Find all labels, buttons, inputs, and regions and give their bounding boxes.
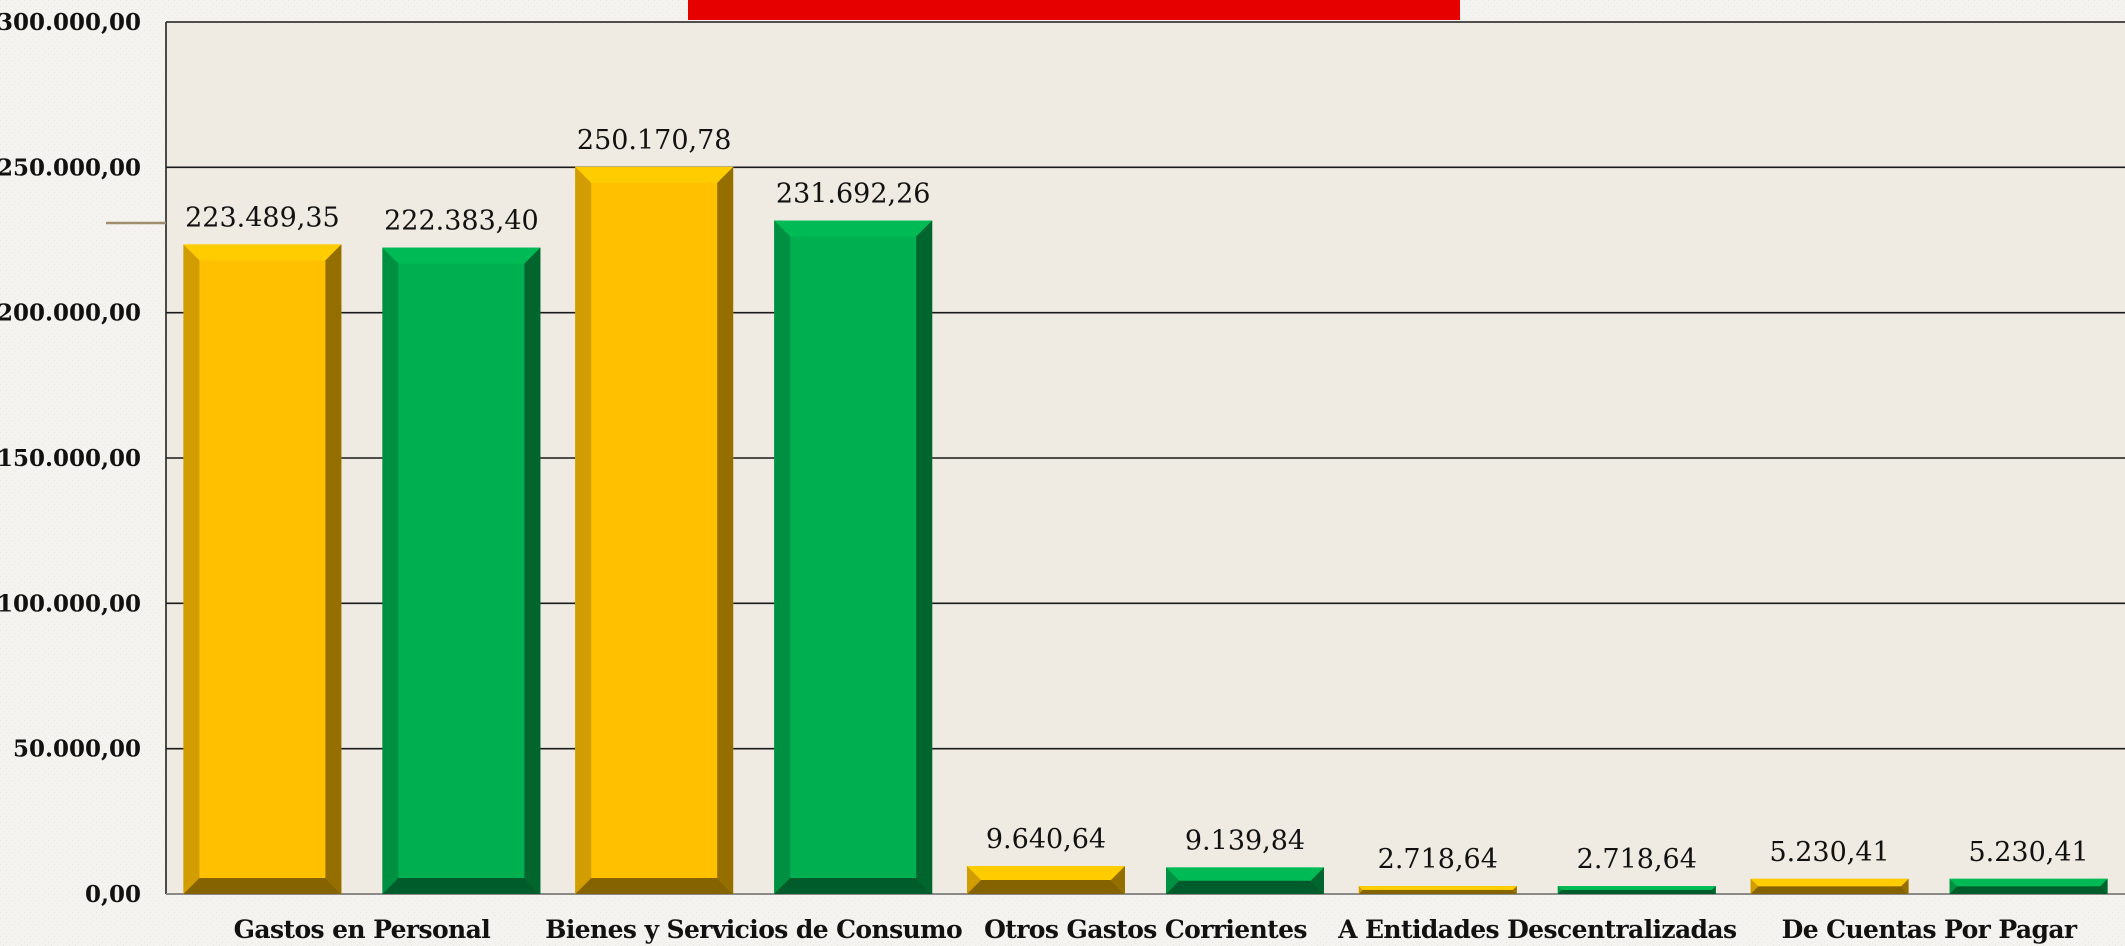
data-label: 250.170,78 [577, 125, 732, 156]
data-label: 2.718,64 [1378, 844, 1498, 875]
bar-bevel-right [717, 166, 734, 895]
y-tick-label: 50.000,00 [13, 736, 141, 763]
title-bar-fragment [688, 0, 1460, 20]
bar-bevel-left [1949, 878, 1958, 894]
bar-bevel-bottom [1166, 880, 1324, 894]
bar-bevel-left [382, 247, 399, 894]
bar-bevel-left [575, 166, 592, 895]
data-label: 223.489,35 [185, 202, 340, 233]
data-label: 9.640,64 [986, 824, 1106, 855]
bar-bevel-top [967, 865, 1125, 880]
bar [382, 247, 541, 894]
bar-bevel-top [1949, 878, 2108, 887]
bar-bevel-bottom [774, 878, 933, 894]
bar-bevel-bottom [1557, 890, 1716, 894]
bar-bevel-bottom [1358, 890, 1517, 894]
x-tick-label: Otros Gastos Corrientes [984, 915, 1307, 944]
bar-bevel-left [1166, 867, 1180, 894]
data-label: 222.383,40 [384, 206, 539, 237]
bar-bevel-right [1711, 886, 1716, 894]
bar-bevel-top [1166, 867, 1324, 881]
y-tick-label: 0,00 [85, 881, 141, 908]
bar-bevel-right [1310, 867, 1324, 894]
bar-bevel-right [524, 247, 541, 894]
x-tick-label: Gastos en Personal [234, 915, 491, 944]
bar-bevel-top [575, 166, 734, 183]
bar-bevel-left [967, 865, 982, 894]
bar-bevel-top [183, 244, 342, 261]
data-label: 5.230,41 [1769, 837, 1889, 868]
bar-bevel-right [1512, 886, 1517, 894]
data-label: 5.230,41 [1968, 837, 2088, 868]
y-tick-label: 300.000,00 [0, 9, 141, 36]
bar-bevel-right [1110, 865, 1125, 894]
bar-bevel-left [1557, 886, 1562, 894]
bar-bevel-top [382, 247, 541, 264]
bar [575, 166, 734, 895]
y-tick-label: 200.000,00 [0, 300, 141, 327]
bar-bevel-right [2099, 878, 2108, 894]
bar-bevel-right [916, 220, 933, 894]
bar-bevel-bottom [1949, 886, 2108, 894]
x-tick-label: Bienes y Servicios de Consumo [545, 915, 962, 944]
bar-bevel-left [183, 244, 200, 894]
bar-bevel-left [1750, 878, 1759, 894]
y-tick-label: 150.000,00 [0, 445, 141, 472]
bar-bevel-bottom [967, 879, 1125, 894]
data-label: 231.692,26 [776, 179, 931, 210]
bar-bevel-top [1358, 886, 1517, 891]
bar-bevel-top [774, 220, 933, 237]
x-tick-label: De Cuentas Por Pagar [1782, 915, 2078, 944]
bar-bevel-left [774, 220, 791, 894]
bar [183, 244, 342, 894]
bar-bevel-bottom [382, 878, 541, 894]
data-label: 9.139,84 [1185, 825, 1305, 856]
x-tick-label: A Entidades Descentralizadas [1337, 915, 1737, 944]
bar-bevel-right [325, 244, 342, 894]
bar-bevel-right [1900, 878, 1909, 894]
y-tick-label: 100.000,00 [0, 590, 141, 617]
bar-bevel-bottom [1750, 886, 1909, 894]
bar-bevel-bottom [575, 878, 734, 894]
y-tick-label: 250.000,00 [0, 154, 141, 181]
bar [774, 220, 933, 894]
data-label: 2.718,64 [1577, 844, 1697, 875]
bar-bevel-top [1557, 886, 1716, 891]
bar-bevel-top [1750, 878, 1909, 887]
bar-bevel-bottom [183, 878, 342, 894]
bar-bevel-left [1358, 886, 1363, 894]
